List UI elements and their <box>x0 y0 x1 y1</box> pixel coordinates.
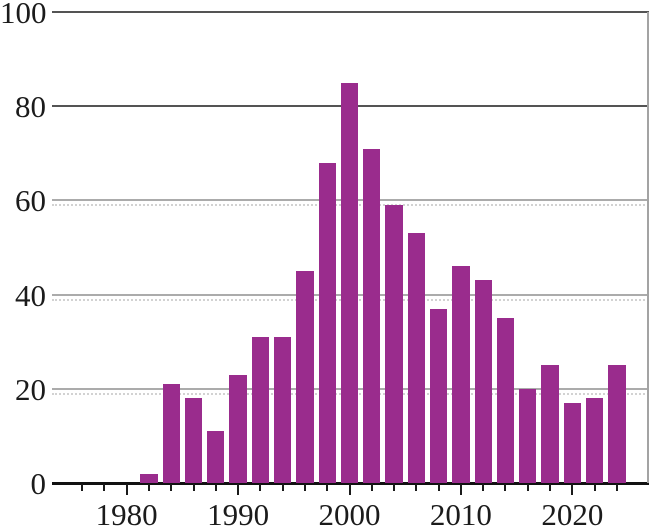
x-tick-minor-1992 <box>259 484 262 491</box>
x-tick-minor-2002 <box>370 484 373 491</box>
bar-1998 <box>318 162 336 483</box>
x-tick-minor-1982 <box>147 484 150 491</box>
y-axis-label-40: 40 <box>15 277 46 313</box>
x-tick-minor-2006 <box>415 484 418 491</box>
y-axis-label-100: 100 <box>0 0 47 30</box>
x-tick-major-1980 <box>125 484 128 495</box>
x-axis-label-2020: 2020 <box>541 497 604 530</box>
x-tick-minor-1996 <box>303 484 306 491</box>
y-axis-label-0: 0 <box>30 466 47 501</box>
x-tick-minor-1986 <box>192 484 195 491</box>
x-tick-major-2020 <box>571 484 574 495</box>
bar-2006 <box>407 233 426 483</box>
x-axis-label-2010: 2010 <box>429 497 492 530</box>
x-tick-minor-2008 <box>437 484 440 491</box>
x-tick-minor-1988 <box>214 484 217 491</box>
bar-1984 <box>162 384 180 483</box>
bar-2004 <box>385 205 403 483</box>
x-tick-minor-1998 <box>326 484 329 491</box>
bar-1994 <box>273 336 292 483</box>
bar-2002 <box>363 148 381 483</box>
bar-2016 <box>519 388 537 483</box>
bar-1996 <box>296 271 314 483</box>
x-tick-major-1990 <box>237 484 240 495</box>
x-axis-label-1980: 1980 <box>95 497 158 530</box>
bar-1990 <box>229 374 247 483</box>
bar-1992 <box>251 336 270 483</box>
bar-2010 <box>452 266 470 483</box>
bar-1982 <box>140 473 158 483</box>
x-tick-minor-1984 <box>170 484 173 491</box>
x-axis-label-1990: 1990 <box>207 497 270 530</box>
x-tick-major-2000 <box>348 484 351 495</box>
x-tick-minor-1976 <box>81 484 84 491</box>
bar-2020 <box>563 402 582 483</box>
y-axis-label-20: 20 <box>15 371 46 407</box>
x-tick-major-2010 <box>459 484 462 495</box>
bar-2000 <box>340 82 359 483</box>
x-tick-minor-1978 <box>103 484 106 491</box>
y-axis-label-80: 80 <box>15 89 46 125</box>
bar-1988 <box>207 431 225 483</box>
x-tick-minor-2024 <box>615 484 618 491</box>
x-tick-minor-2022 <box>593 484 596 491</box>
bar-2008 <box>429 308 448 483</box>
x-tick-minor-2012 <box>482 484 485 491</box>
bar-2024 <box>608 365 626 483</box>
y-axis-label-60: 60 <box>15 183 46 219</box>
x-axis-line <box>52 482 649 485</box>
x-tick-minor-2014 <box>504 484 507 491</box>
x-tick-minor-1994 <box>281 484 284 491</box>
x-tick-minor-2004 <box>393 484 396 491</box>
plot-right-border <box>647 12 649 483</box>
bar-2014 <box>496 318 515 483</box>
x-tick-minor-2018 <box>549 484 552 491</box>
bar-2022 <box>585 398 604 483</box>
bar-2018 <box>541 365 559 483</box>
gridline-100 <box>52 11 649 13</box>
x-axis-label-2000: 2000 <box>318 497 381 530</box>
bar-1986 <box>184 398 203 483</box>
bar-2012 <box>474 280 492 483</box>
x-tick-minor-2016 <box>526 484 529 491</box>
